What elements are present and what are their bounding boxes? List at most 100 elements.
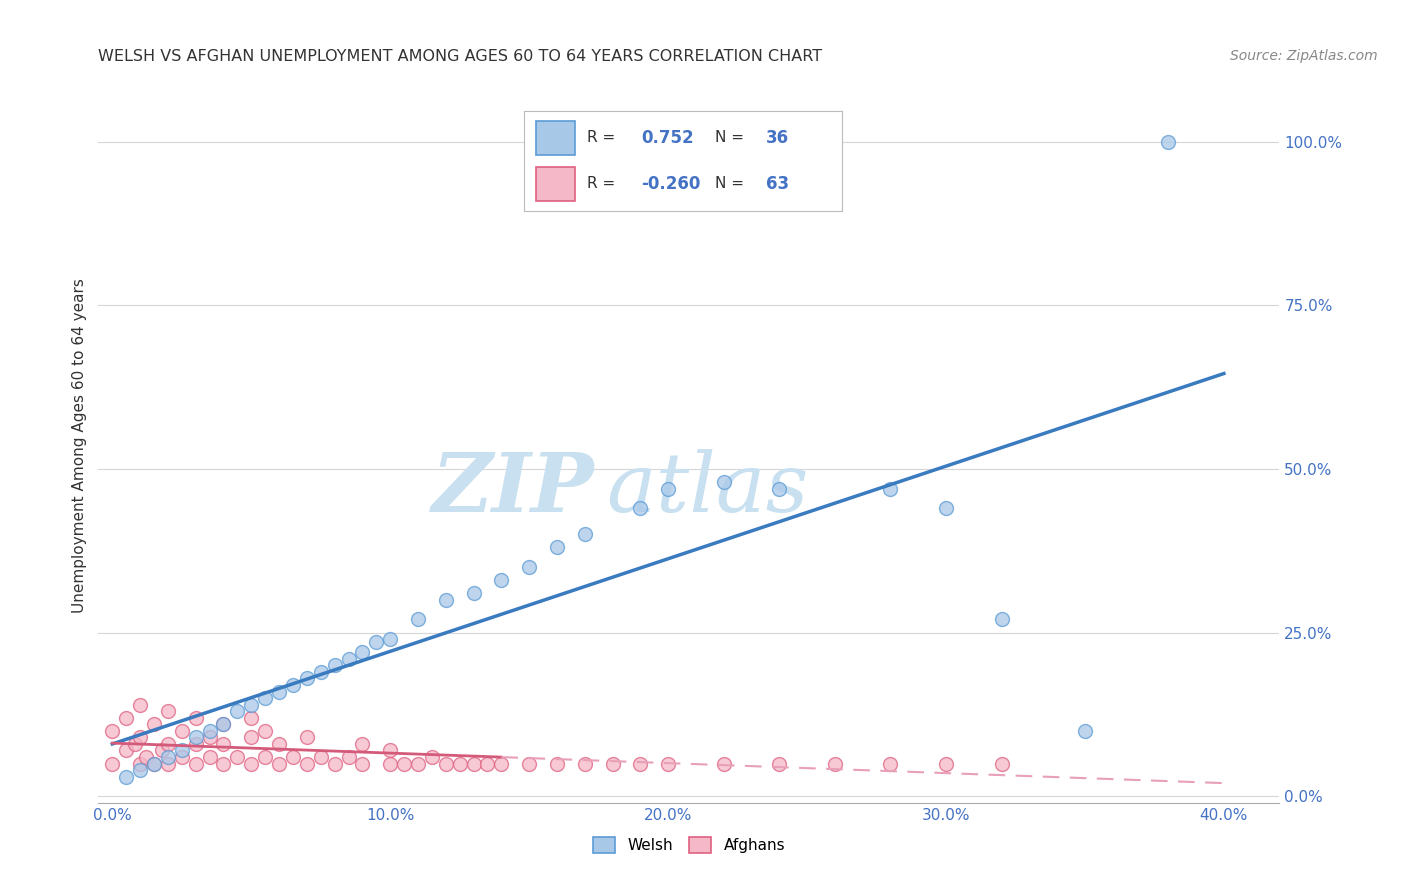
Point [517,560,540,574]
Point [295,731,318,745]
Point [143,756,166,771]
Point [198,750,221,764]
Point [198,723,221,738]
Point [628,756,651,771]
Point [254,691,277,706]
Text: ZIP: ZIP [432,449,595,529]
Point [135,750,157,764]
Point [434,592,457,607]
Point [156,737,179,751]
Point [990,756,1012,771]
Point [323,756,346,771]
Point [434,756,457,771]
Point [824,756,846,771]
Point [574,527,596,541]
Point [380,756,402,771]
Point [628,501,651,516]
Point [267,756,290,771]
Point [281,678,304,692]
Point [990,612,1012,626]
Y-axis label: Unemployment Among Ages 60 to 64 years: Unemployment Among Ages 60 to 64 years [72,278,87,614]
Text: WELSH VS AFGHAN UNEMPLOYMENT AMONG AGES 60 TO 64 YEARS CORRELATION CHART: WELSH VS AFGHAN UNEMPLOYMENT AMONG AGES … [98,49,823,64]
Point [115,711,138,725]
Point [352,737,374,751]
Point [546,541,568,555]
Point [150,743,173,757]
Point [101,723,124,738]
Point [267,684,290,698]
Point [517,756,540,771]
Point [254,723,277,738]
Legend: Welsh, Afghans: Welsh, Afghans [586,831,792,859]
Point [546,756,568,771]
Point [184,737,207,751]
Point [143,717,166,731]
Point [309,665,332,679]
Point [337,652,360,666]
Point [449,756,471,771]
Point [352,756,374,771]
Point [170,723,193,738]
Point [935,756,957,771]
Point [226,704,249,718]
Point [129,756,152,771]
Point [226,750,249,764]
Point [184,711,207,725]
Point [281,750,304,764]
Point [295,756,318,771]
Point [156,756,179,771]
Text: atlas: atlas [606,449,808,529]
Point [198,731,221,745]
Point [713,475,735,489]
Point [240,711,263,725]
Point [115,770,138,784]
Point [463,756,485,771]
Point [768,482,790,496]
Point [170,743,193,757]
Point [768,756,790,771]
Point [212,717,235,731]
Point [101,756,124,771]
Point [935,501,957,516]
Point [602,756,624,771]
Point [1157,135,1180,149]
Point [477,756,499,771]
Point [713,756,735,771]
Point [240,756,263,771]
Point [156,704,179,718]
Point [879,756,901,771]
Point [1074,723,1097,738]
Point [212,717,235,731]
Point [380,632,402,647]
Point [463,586,485,600]
Point [129,731,152,745]
Point [143,756,166,771]
Point [129,763,152,777]
Point [254,750,277,764]
Point [392,756,415,771]
Point [170,750,193,764]
Point [184,731,207,745]
Point [124,737,146,751]
Point [212,756,235,771]
Point [366,635,388,649]
Point [491,573,513,587]
Point [267,737,290,751]
Point [406,612,429,626]
Point [156,750,179,764]
Point [240,698,263,712]
Point [574,756,596,771]
Point [352,645,374,659]
Point [879,482,901,496]
Text: Source: ZipAtlas.com: Source: ZipAtlas.com [1230,49,1378,63]
Point [184,756,207,771]
Point [115,743,138,757]
Point [129,698,152,712]
Point [420,750,443,764]
Point [309,750,332,764]
Point [380,743,402,757]
Point [295,672,318,686]
Point [657,482,679,496]
Point [212,737,235,751]
Point [323,658,346,673]
